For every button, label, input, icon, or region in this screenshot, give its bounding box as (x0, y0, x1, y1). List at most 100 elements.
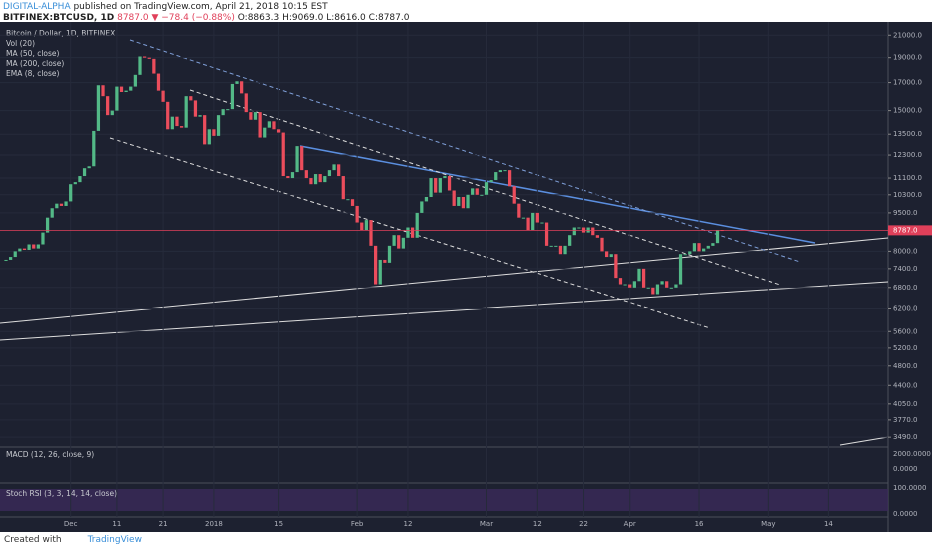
candle (447, 176, 452, 191)
candle (655, 284, 660, 295)
candle (73, 182, 77, 185)
macd-title: MACD (12, 26, close, 9) (6, 450, 94, 459)
last: 8787.0 (117, 13, 149, 23)
candle (318, 174, 322, 183)
candle (36, 244, 40, 249)
x-tick-label: Dec (64, 520, 78, 528)
candle (27, 244, 31, 250)
candle (78, 176, 82, 183)
candle (110, 110, 114, 116)
candle (152, 58, 156, 74)
candle (646, 287, 650, 289)
candle (424, 196, 429, 202)
footer: Created with TradingView (4, 535, 142, 545)
candle (494, 172, 498, 181)
candle (568, 235, 572, 246)
candle (101, 85, 105, 97)
candle (591, 227, 595, 236)
candle (438, 178, 442, 193)
candle (9, 257, 13, 260)
candle (13, 251, 17, 258)
candle (397, 235, 401, 249)
x-tick-label: 2018 (205, 520, 223, 528)
candle (415, 212, 419, 238)
candle (554, 245, 558, 247)
indicator: EMA (8, close) (6, 69, 60, 78)
candle (678, 254, 683, 285)
brand[interactable]: TradingView (87, 535, 142, 545)
high: H:9069.0 (282, 13, 324, 23)
candle (258, 112, 262, 138)
header: DIGITAL-ALPHA published on TradingView.c… (3, 2, 409, 24)
background (0, 22, 932, 532)
candle (457, 196, 461, 206)
y-tick-label: 9500.0 (893, 209, 918, 217)
candle (156, 73, 161, 91)
candle (507, 170, 512, 187)
candle (346, 199, 350, 201)
y-tick-label: 8000.0 (893, 247, 918, 255)
candle (595, 235, 600, 238)
candle (387, 245, 392, 263)
candle (147, 57, 151, 59)
y-tick-label: 12300.0 (893, 151, 922, 159)
candle (230, 83, 235, 110)
candle (535, 212, 539, 223)
rsi-band (0, 489, 888, 511)
candle (161, 90, 165, 102)
candle (702, 248, 706, 252)
candle (420, 201, 424, 213)
candle (337, 164, 341, 177)
candle (32, 244, 36, 249)
candle (360, 222, 364, 231)
close: C:8787.0 (368, 13, 410, 23)
candle (369, 220, 373, 246)
candle (471, 188, 475, 195)
candle (526, 217, 530, 231)
candle (637, 268, 641, 282)
candle (341, 176, 345, 200)
candle (600, 237, 604, 252)
candle (641, 268, 646, 288)
x-tick-label: 16 (695, 520, 704, 528)
candle (614, 254, 618, 279)
indicator: MA (50, close) (6, 49, 60, 58)
candle (623, 284, 627, 286)
candle (4, 259, 8, 261)
candle (249, 112, 253, 120)
candle (364, 220, 368, 231)
candle (92, 130, 96, 167)
x-tick-label: 12 (533, 520, 542, 528)
candle (475, 188, 479, 195)
candle (216, 115, 221, 136)
candle (295, 146, 299, 173)
candle (660, 281, 664, 285)
candle (632, 281, 636, 288)
y-tick-label: 6800.0 (893, 284, 918, 292)
candle (304, 170, 308, 179)
candle (59, 203, 64, 206)
y-tick-label: 21000.0 (893, 31, 922, 39)
candle (286, 176, 290, 179)
candle (323, 176, 327, 183)
candle (484, 182, 489, 195)
candle (226, 109, 230, 111)
x-tick-label: 14 (824, 520, 833, 528)
candle (175, 116, 179, 127)
candle (410, 227, 415, 238)
candle (549, 245, 553, 247)
y-tick-label: 4800.0 (893, 362, 918, 370)
author[interactable]: DIGITAL-ALPHA (3, 2, 71, 12)
candle (142, 56, 147, 58)
candle (115, 86, 119, 111)
candle (119, 86, 124, 93)
candle (618, 278, 623, 285)
candle (300, 146, 304, 171)
candle (82, 168, 87, 177)
y-tick-label: 6200.0 (893, 304, 918, 312)
candle (683, 254, 687, 256)
y-tick-label: 3770.0 (893, 416, 918, 424)
candle (203, 115, 207, 145)
y-tick-label: 4400.0 (893, 381, 918, 389)
candle (503, 170, 507, 172)
